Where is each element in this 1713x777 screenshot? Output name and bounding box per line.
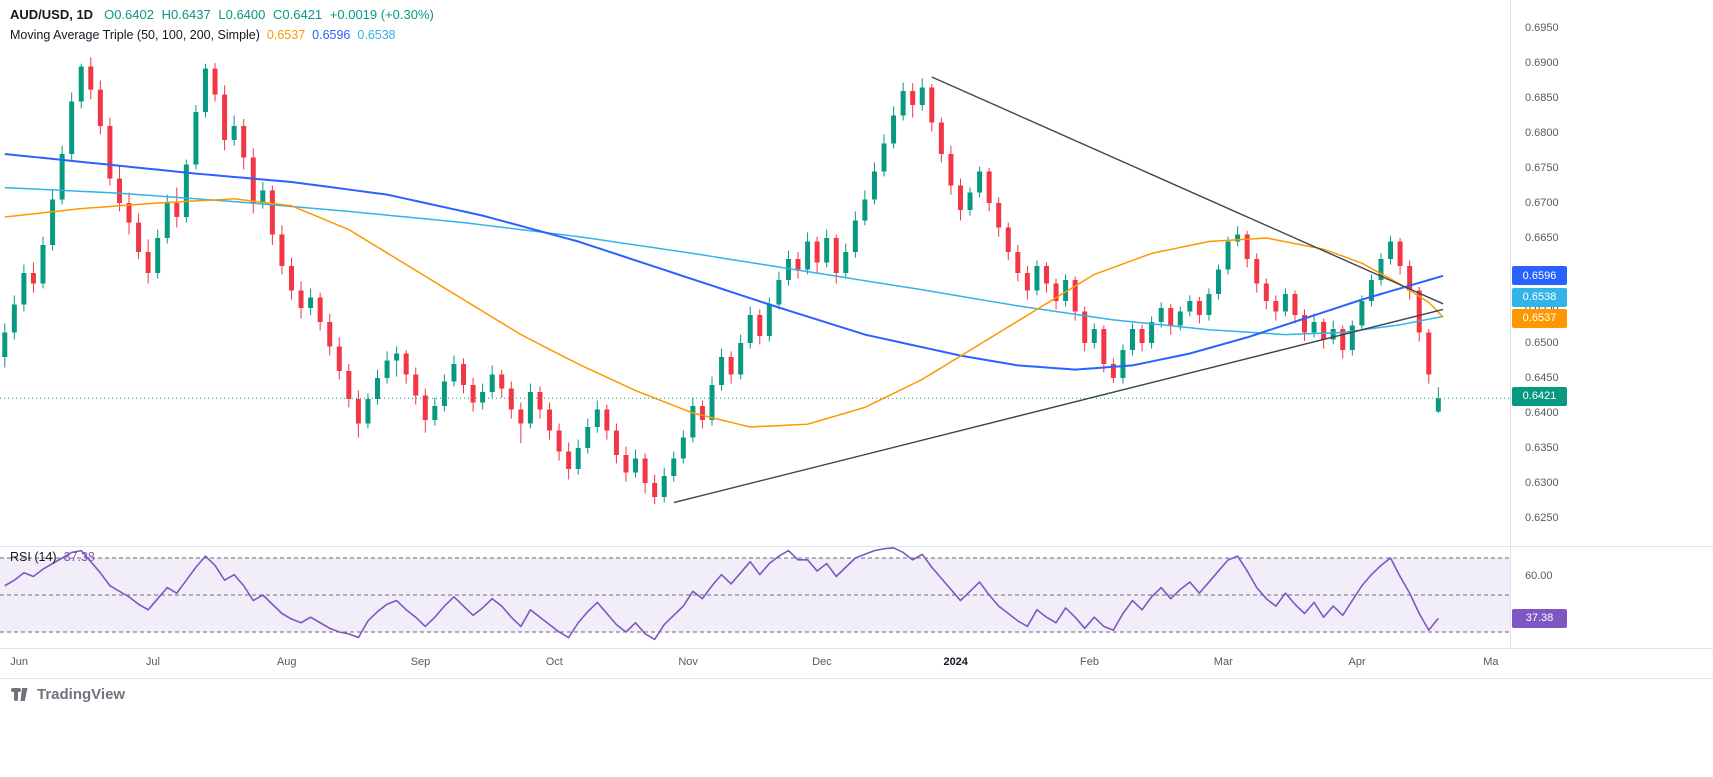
time-tick: Aug: [276, 656, 297, 668]
rsi-badge: 37.38: [1512, 608, 1567, 628]
high-value: 0.6437: [170, 7, 211, 22]
price-tick: 0.6950: [1525, 21, 1559, 34]
price-tick: 0.6500: [1525, 336, 1559, 349]
time-tick: Jun: [10, 656, 28, 668]
tradingview-logo[interactable]: TradingView: [10, 684, 125, 705]
price-chart-canvas[interactable]: [0, 0, 1713, 680]
price-tick: 0.6700: [1525, 196, 1559, 209]
price-tick: 0.6400: [1525, 406, 1559, 419]
price-tick: 0.6900: [1525, 56, 1559, 69]
price-badge: 0.6537: [1512, 308, 1567, 328]
close-value: 0.6421: [282, 7, 323, 22]
price-tick: 0.6250: [1525, 511, 1559, 524]
symbol-title[interactable]: AUD/USD, 1D: [10, 7, 94, 22]
ma-50-line[interactable]: [4, 198, 1444, 428]
low-label: L: [218, 7, 226, 22]
price-tick: 0.6750: [1525, 161, 1559, 174]
time-tick: Apr: [1348, 656, 1366, 668]
symbol-legend: AUD/USD, 1D O0.6402 H0.6437 L0.6400 C0.6…: [10, 7, 434, 22]
low-value: 0.6400: [225, 7, 266, 22]
indicator-title[interactable]: Moving Average Triple (50, 100, 200, Sim…: [10, 28, 260, 42]
price-badge: 0.6538: [1512, 287, 1567, 307]
ma-value: 0.6537: [266, 28, 306, 42]
price-tick: 0.6650: [1525, 231, 1559, 244]
time-tick: Oct: [545, 656, 563, 668]
price-tick: 0.6850: [1525, 91, 1559, 104]
ma-200-line[interactable]: [4, 186, 1444, 336]
time-tick: Ma: [1483, 656, 1499, 668]
change-value: +0.0019 (+0.30%): [329, 7, 434, 22]
rsi-axis-tick: 60.00: [1525, 570, 1553, 582]
ascending-trendline[interactable]: [673, 308, 1444, 504]
open-value: 0.6402: [114, 7, 154, 22]
rsi-band: [0, 558, 1510, 632]
ohlc-values: O0.6402 H0.6437 L0.6400 C0.6421 +0.0019 …: [100, 7, 434, 22]
price-tick: 0.6800: [1525, 126, 1559, 139]
time-tick: Feb: [1080, 656, 1099, 668]
rsi-line[interactable]: [4, 547, 1439, 641]
time-tick: Mar: [1213, 656, 1233, 668]
tradingview-brand-text: TradingView: [37, 686, 126, 703]
time-tick: Nov: [678, 656, 698, 668]
price-badge: 0.6596: [1512, 266, 1567, 286]
close-label: C: [273, 7, 283, 22]
high-label: H: [161, 7, 171, 22]
price-badge: 0.6421: [1512, 386, 1567, 406]
time-tick: 2024: [943, 656, 968, 668]
rsi-title[interactable]: RSI (14): [10, 550, 57, 564]
ma-value: 0.6538: [357, 28, 396, 42]
indicator-legend: Moving Average Triple (50, 100, 200, Sim…: [10, 28, 396, 42]
open-label: O: [104, 7, 115, 22]
candles-layer: [2, 57, 1441, 504]
ma-100-line[interactable]: [4, 153, 1444, 371]
time-axis[interactable]: Jun Jul Aug Sep Oct Nov Dec 2024 Feb Mar Apr Ma: [0, 648, 1713, 678]
descending-trendline[interactable]: [931, 76, 1444, 305]
tradingview-logo-icon: [10, 684, 31, 705]
price-tick: 0.6300: [1525, 476, 1559, 489]
time-tick: Sep: [410, 656, 431, 668]
price-axis[interactable]: 0.6950 0.6900 0.6850 0.6800 0.6750 0.6700 0.66…: [1510, 0, 1713, 648]
time-tick: Jul: [145, 656, 160, 668]
rsi-value: 37.38: [63, 550, 95, 564]
price-tick: 0.6450: [1525, 371, 1559, 384]
ma-value: 0.6596: [312, 28, 351, 42]
rsi-legend: RSI (14) 37.38: [10, 550, 95, 564]
price-tick: 0.6350: [1525, 441, 1559, 454]
time-tick: Dec: [812, 656, 832, 668]
